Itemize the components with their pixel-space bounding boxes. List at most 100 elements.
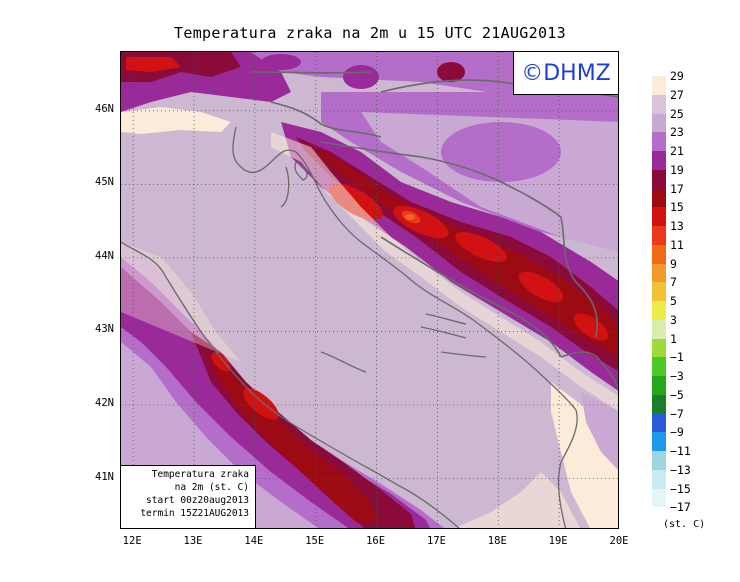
legend-swatch	[652, 338, 666, 358]
border-cro-bih	[320, 141, 562, 218]
legend-label: −7	[670, 406, 684, 421]
legend-swatch	[652, 282, 666, 301]
lat-tick-label: 41N	[95, 470, 114, 483]
legend-label: 11	[670, 237, 684, 252]
lat-tick-label: 45N	[95, 176, 114, 189]
info-line-4: termin 15Z21AUG2013	[140, 508, 249, 519]
legend-label: −17	[670, 500, 691, 515]
legend-swatch	[652, 451, 666, 470]
italy-hotspot-15	[243, 388, 279, 420]
lon-tick-label: 20E	[609, 535, 629, 547]
lat-tick-label: 43N	[95, 323, 114, 336]
italy-landmass	[121, 242, 448, 528]
dinaric-ridge-17	[311, 147, 618, 356]
legend-swatch	[652, 413, 666, 433]
legend-swatch	[652, 113, 666, 133]
dinaric-hot-11	[405, 214, 415, 220]
legend-swatch	[652, 188, 666, 208]
legend-swatch	[652, 357, 666, 376]
border-bih-srb	[560, 216, 599, 338]
lat-tick-label: 42N	[95, 396, 114, 409]
legend-label: 27	[670, 87, 684, 102]
lon-tick-label: 15E	[305, 535, 325, 547]
legend-label: 21	[670, 144, 684, 158]
italy-ridge-19	[191, 332, 416, 528]
legend-swatch	[652, 301, 666, 320]
border-mne	[560, 351, 618, 390]
legend-label: 5	[670, 294, 677, 308]
island-cres	[280, 166, 290, 208]
pannonian-hot	[441, 122, 561, 182]
lon-tick-label: 19E	[548, 535, 568, 547]
legend-swatch	[652, 226, 666, 245]
italy-coastline	[121, 241, 460, 528]
legend-swatch	[652, 94, 666, 114]
albania-interior	[581, 392, 618, 470]
legend-label: −3	[670, 369, 684, 383]
dinaric-hot-5	[573, 313, 609, 341]
legend-swatch	[652, 263, 666, 283]
legend-label: 13	[670, 219, 684, 233]
legend-label: −1	[670, 350, 684, 365]
legend-swatch	[652, 432, 666, 451]
lat-tick-label: 46N	[95, 102, 114, 115]
dinaric-hot-3	[455, 232, 507, 262]
legend-label: −9	[670, 425, 684, 440]
italy-hotspot-15b	[211, 352, 231, 372]
lat-tick-label: 44N	[95, 249, 114, 262]
map-title: Temperatura zraka na 2m u 15 UTC 21AUG20…	[174, 24, 566, 42]
lon-tick-label: 13E	[183, 535, 203, 547]
legend-label: −5	[670, 387, 684, 402]
legend-swatch	[652, 169, 666, 189]
legend-swatch	[652, 151, 666, 170]
legend-swatch	[652, 132, 666, 151]
legend-swatch	[652, 488, 666, 508]
croatia-coastline	[295, 151, 577, 411]
alps-band-15	[126, 57, 181, 72]
croatian-coast-warm	[271, 132, 618, 411]
temperature-map: ©DHMZ Temperatura zraka na 2m (st. C) st…	[120, 51, 619, 529]
lon-tick-label: 17E	[426, 535, 446, 547]
info-line-2: na 2m (st. C)	[174, 482, 249, 493]
border-slo-cro	[270, 101, 382, 138]
legend-label: 23	[670, 125, 684, 140]
alps-hot-2	[437, 62, 465, 82]
gargano-coast	[320, 351, 367, 373]
legend-label: 3	[670, 312, 677, 327]
border-cro-bih-south	[380, 236, 562, 358]
legend-label: 9	[670, 256, 677, 271]
island-hvar	[420, 326, 467, 339]
legend-swatch	[652, 207, 666, 226]
info-line-1: Temperatura zraka	[151, 469, 249, 480]
lon-tick-label: 18E	[487, 535, 507, 547]
legend-label: 17	[670, 181, 684, 196]
legend-swatch	[652, 244, 666, 264]
legend-units: (st. C)	[663, 519, 706, 530]
legend-label: 1	[670, 331, 677, 346]
dhmz-logo: ©DHMZ	[513, 52, 618, 95]
legend-label: −15	[670, 481, 691, 496]
albania-coast-warm	[551, 382, 618, 528]
legend-swatch	[652, 469, 666, 489]
legend-swatch	[652, 376, 666, 395]
legend-label: 15	[670, 200, 684, 215]
legend-label: −11	[670, 444, 691, 458]
lon-tick-label: 14E	[244, 535, 264, 547]
legend-label: 25	[670, 106, 684, 121]
island-brac	[425, 313, 467, 325]
legend-label: 19	[670, 162, 684, 177]
istria-coastline	[232, 126, 297, 174]
lon-tick-label: 12E	[122, 535, 142, 547]
country-borders	[250, 71, 618, 390]
info-line-3: start 00z20aug2013	[146, 495, 249, 506]
legend-swatch	[652, 76, 666, 95]
legend-label: 29	[670, 69, 684, 83]
coastlines	[121, 126, 578, 528]
temperature-field	[121, 52, 618, 528]
legend-swatch	[652, 319, 666, 339]
border-aut	[250, 71, 372, 74]
albania-coastline	[557, 409, 578, 528]
legend-label: −13	[670, 462, 691, 477]
info-box: Temperatura zraka na 2m (st. C) start 00…	[121, 465, 256, 528]
lon-tick-label: 16E	[366, 535, 386, 547]
